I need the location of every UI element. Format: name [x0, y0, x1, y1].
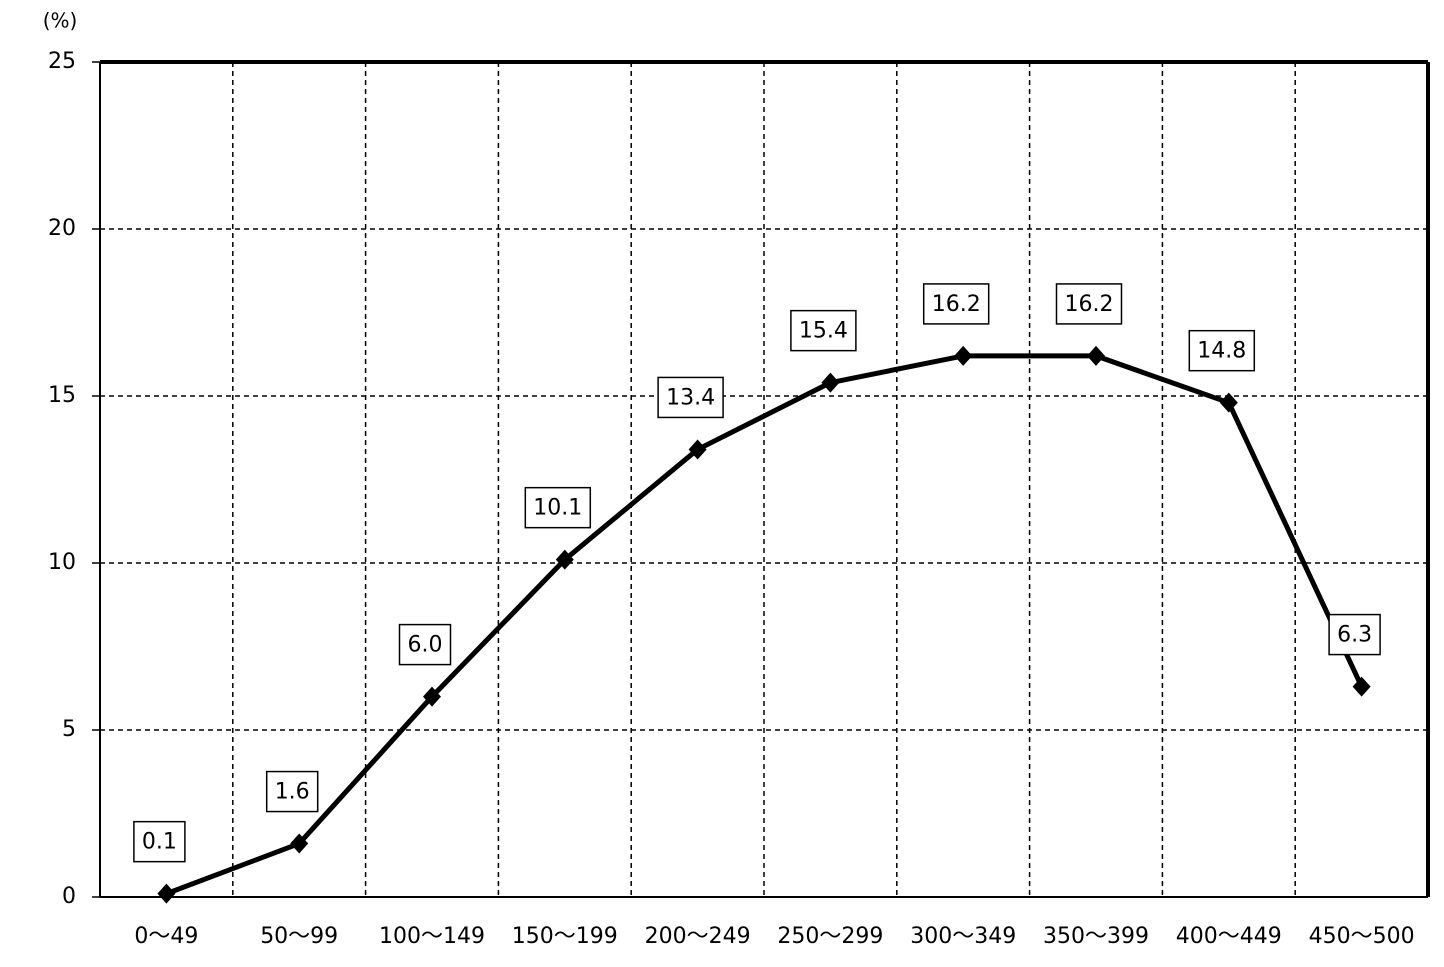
value-label: 10.1 — [533, 496, 582, 521]
x-tick-label: 400〜449 — [1176, 924, 1282, 949]
value-label: 6.0 — [408, 633, 443, 658]
data-point — [688, 439, 707, 460]
x-tick-label: 450〜500 — [1309, 924, 1415, 949]
value-label-box — [657, 376, 724, 419]
value-label: 14.8 — [1197, 339, 1246, 364]
value-label-box — [265, 770, 319, 813]
x-tick-label: 350〜399 — [1043, 924, 1149, 949]
value-label: 6.3 — [1337, 623, 1372, 648]
data-point — [954, 345, 973, 366]
data-line — [165, 353, 1364, 896]
x-tick-label: 50〜99 — [260, 924, 338, 949]
value-label-box — [1328, 613, 1381, 656]
data-point — [290, 833, 309, 854]
y-tick-label: 20 — [48, 216, 76, 241]
value-label-box — [133, 820, 186, 863]
x-tick-label: 250〜299 — [777, 924, 883, 949]
x-tick-label: 0〜49 — [134, 924, 198, 949]
value-label: 13.4 — [666, 385, 715, 410]
value-label-box — [1188, 329, 1256, 372]
value-label: 16.2 — [932, 292, 981, 317]
x-tick-label: 300〜349 — [910, 924, 1016, 949]
value-label-box — [524, 486, 592, 529]
x-tick-label: 200〜249 — [645, 924, 751, 949]
y-tick-label: 0 — [62, 884, 76, 909]
y-tick-label: 5 — [62, 717, 76, 742]
x-tick-label: 150〜199 — [512, 924, 618, 949]
data-point — [821, 372, 840, 393]
value-label-box — [1055, 283, 1123, 325]
data-point — [1087, 345, 1105, 366]
y-axis-label: (%) — [43, 9, 78, 33]
value-label: 15.4 — [799, 319, 848, 344]
data-point — [423, 686, 441, 707]
data-point — [1219, 392, 1238, 413]
data-point — [157, 883, 176, 904]
value-label-box — [790, 309, 857, 352]
y-tick-label: 10 — [48, 550, 76, 575]
value-label: 16.2 — [1065, 292, 1114, 317]
value-label: 0.1 — [142, 830, 177, 855]
value-label: 1.6 — [275, 780, 310, 805]
value-label-box — [398, 623, 452, 666]
data-point — [1352, 676, 1371, 697]
x-tick-label: 100〜149 — [379, 924, 485, 949]
data-point — [555, 549, 574, 570]
y-tick-label: 25 — [48, 49, 76, 74]
value-label-box — [922, 283, 990, 325]
y-tick-label: 15 — [48, 383, 76, 408]
